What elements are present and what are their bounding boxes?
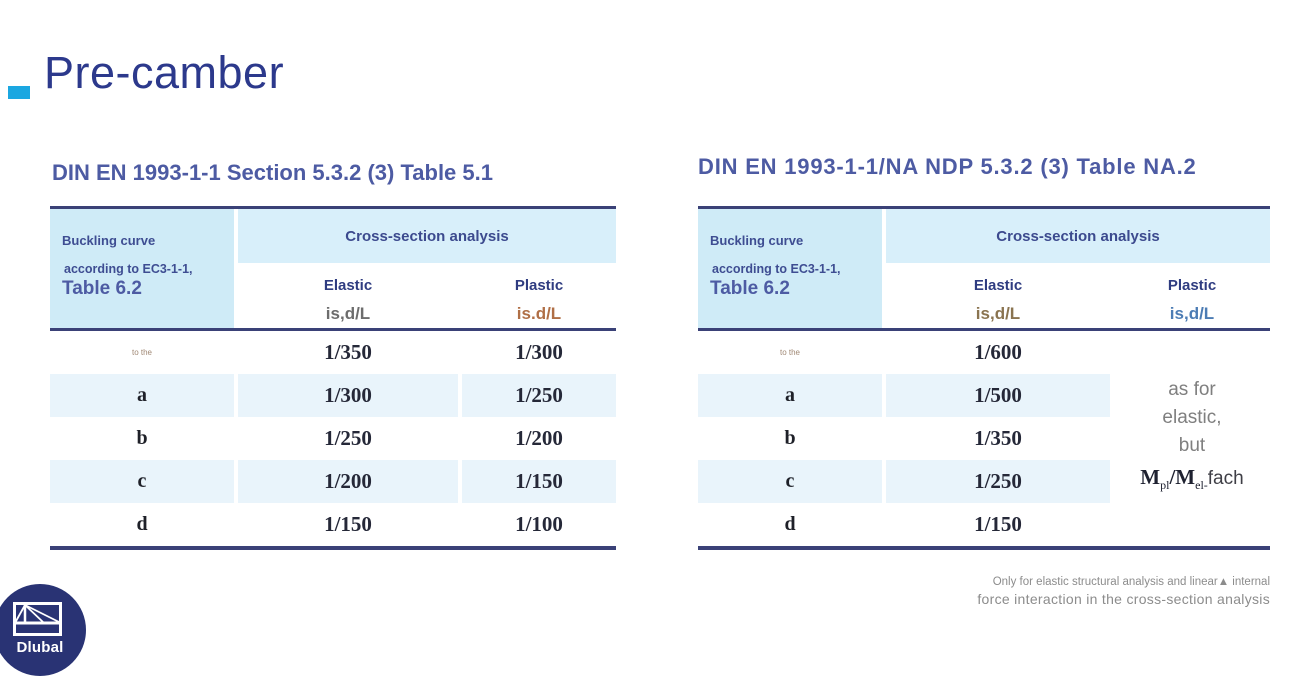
table-header: Buckling curve according to EC3-1-1, Tab… xyxy=(50,209,616,328)
row-label: b xyxy=(136,427,148,449)
elastic-value: 1/600 xyxy=(974,340,1022,364)
table-border-top xyxy=(698,206,1270,209)
table-din-en-1993: DIN EN 1993-1-1 Section 5.3.2 (3) Table … xyxy=(50,160,616,550)
row-label: c xyxy=(785,470,795,492)
elastic-value: 1/300 xyxy=(324,383,372,407)
elastic-value: 1/250 xyxy=(324,426,372,450)
annotation-line: elastic, xyxy=(1162,407,1222,428)
table-row: b 1/350 xyxy=(698,417,1270,460)
row-label: c xyxy=(137,470,147,492)
plastic-column-header: Plastic is,d/L xyxy=(1114,277,1270,328)
elastic-value: 1/350 xyxy=(974,426,1022,450)
elastic-value: 1/150 xyxy=(974,512,1022,536)
header-subcolumns: Elastic is,d/L Plastic is.d/L xyxy=(238,263,616,328)
row-label: a xyxy=(785,384,795,406)
elastic-column-header: Elastic is,d/L xyxy=(238,277,458,328)
plastic-label: Plastic xyxy=(514,277,564,294)
elastic-label: Elastic xyxy=(973,277,1023,294)
table-row: to the 1/350 1/300 xyxy=(50,331,616,374)
row-label: d xyxy=(784,513,796,535)
elastic-value: 1/200 xyxy=(324,469,372,493)
table-row: c 1/200 1/150 xyxy=(50,460,616,503)
table-header: Buckling curve according to EC3-1-1, Tab… xyxy=(698,209,1270,328)
plastic-label: Plastic xyxy=(1167,277,1217,294)
footnote-line-1: Only for elastic structural analysis and… xyxy=(992,576,1270,588)
table-row: to the 1/600 xyxy=(698,331,1270,374)
elastic-value: 1/250 xyxy=(974,469,1022,493)
buckling-curve-header-cell: Buckling curve according to EC3-1-1, Tab… xyxy=(698,209,882,328)
row-label: to the xyxy=(131,348,152,357)
elastic-value: 1/150 xyxy=(324,512,372,536)
according-to-label: according to EC3-1-1, xyxy=(712,262,841,276)
elastic-value: 1/350 xyxy=(324,340,372,364)
table-6-2-label: Table 6.2 xyxy=(62,278,142,299)
row-label: a xyxy=(137,384,147,406)
annotation-line: but xyxy=(1178,435,1206,456)
elastic-value: 1/500 xyxy=(974,383,1022,407)
dlubal-logo: Dlubal xyxy=(0,584,86,676)
row-label: d xyxy=(136,513,148,535)
table-body: to the 1/350 1/300 a 1/300 1/250 b 1/250… xyxy=(50,331,616,546)
according-to-label: according to EC3-1-1, xyxy=(64,262,193,276)
elastic-sub-label: is,d/L xyxy=(975,304,1021,323)
plastic-column-annotation: as for elastic, but Mpl/Mel-fach xyxy=(1114,376,1270,498)
plastic-value: 1/150 xyxy=(515,469,563,493)
table-row: c 1/250 xyxy=(698,460,1270,503)
buckling-curve-header-cell: Buckling curve according to EC3-1-1, Tab… xyxy=(50,209,234,328)
table-row: a 1/500 xyxy=(698,374,1270,417)
table-row: d 1/150 xyxy=(698,503,1270,546)
plastic-value: 1/100 xyxy=(515,512,563,536)
buckling-curve-label: Buckling curve xyxy=(62,233,156,248)
row-label: b xyxy=(784,427,796,449)
page-title: Pre-camber xyxy=(44,47,285,98)
table-title: DIN EN 1993-1-1 Section 5.3.2 (3) Table … xyxy=(52,160,493,185)
table-row: a 1/300 1/250 xyxy=(50,374,616,417)
footnote-line-2: force interaction in the cross-section a… xyxy=(977,591,1270,607)
plastic-value: 1/300 xyxy=(515,340,563,364)
header-right-area: Cross-section analysis Elastic is,d/L Pl… xyxy=(238,209,616,328)
row-label: to the xyxy=(779,348,800,357)
column-gap xyxy=(882,209,886,328)
mpl-mel-formula: Mpl/Mel-fach xyxy=(1140,465,1244,492)
plastic-sub-label: is,d/L xyxy=(1169,304,1215,323)
column-gap xyxy=(234,209,238,328)
table-din-en-1993-na: DIN EN 1993-1-1/NA NDP 5.3.2 (3) Table N… xyxy=(698,154,1270,550)
table-title: DIN EN 1993-1-1/NA NDP 5.3.2 (3) Table N… xyxy=(698,154,1197,179)
table-6-2-label: Table 6.2 xyxy=(710,278,790,299)
bridge-icon xyxy=(13,602,62,636)
table-header-divider xyxy=(698,328,1270,331)
header-right-area: Cross-section analysis Elastic is,d/L Pl… xyxy=(886,209,1270,328)
cross-section-analysis-header: Cross-section analysis xyxy=(238,209,616,263)
table-border-top xyxy=(50,206,616,209)
title-accent-dash xyxy=(8,86,30,99)
buckling-curve-label: Buckling curve xyxy=(710,233,804,248)
plastic-value: 1/200 xyxy=(515,426,563,450)
elastic-sub-label: is,d/L xyxy=(325,304,371,323)
plastic-sub-label: is.d/L xyxy=(516,304,562,323)
table-border-bottom xyxy=(698,546,1270,550)
cross-section-analysis-header: Cross-section analysis xyxy=(886,209,1270,263)
plastic-column-header: Plastic is.d/L xyxy=(462,277,616,328)
dlubal-logo-label: Dlubal xyxy=(16,639,64,656)
header-subcolumns: Elastic is,d/L Plastic is,d/L xyxy=(886,263,1270,328)
table-row: b 1/250 1/200 xyxy=(50,417,616,460)
table-border-bottom xyxy=(50,546,616,550)
table-body: to the 1/600 a 1/500 b 1/350 c 1/250 xyxy=(698,331,1270,546)
elastic-label: Elastic xyxy=(323,277,373,294)
plastic-value: 1/250 xyxy=(515,383,563,407)
table-header-divider xyxy=(50,328,616,331)
footnote: Only for elastic structural analysis and… xyxy=(977,576,1270,607)
table-row: d 1/150 1/100 xyxy=(50,503,616,546)
elastic-column-header: Elastic is,d/L xyxy=(886,277,1110,328)
annotation-line: as for xyxy=(1168,379,1216,400)
